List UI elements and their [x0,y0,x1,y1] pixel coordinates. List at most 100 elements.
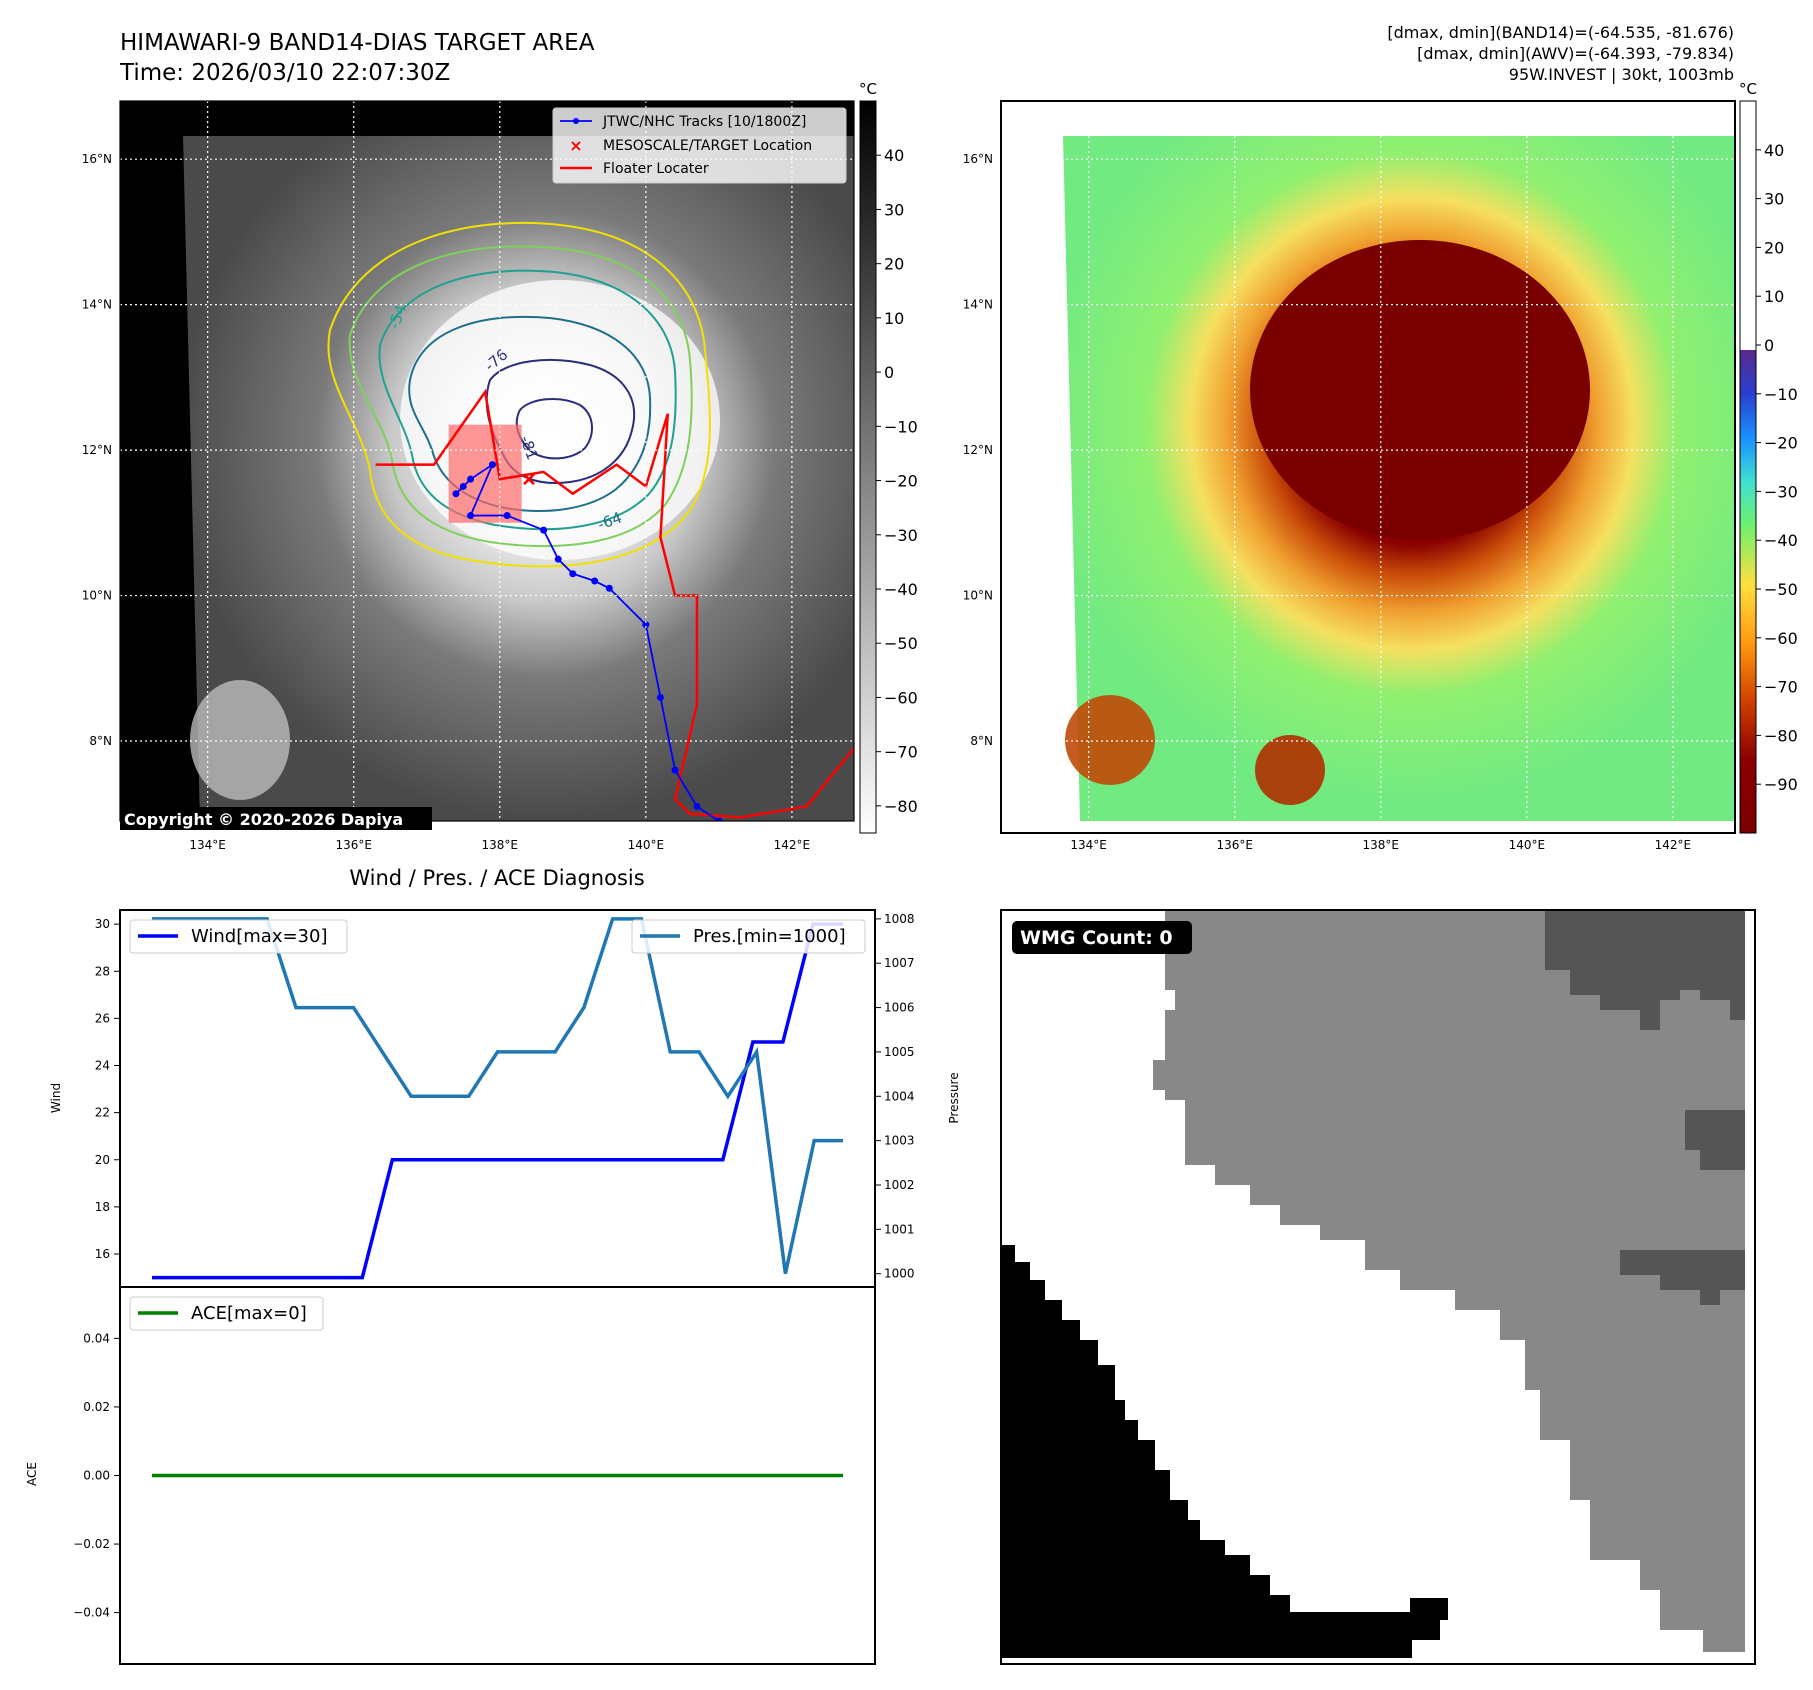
colorbar-tick-label: −30 [1764,482,1798,501]
colorbar-tick-label: −90 [1764,775,1798,794]
awv-colorbar-ticks: 40 30 20 10 0 −10 −20 −30 −40 −50 −60 −70 −80 −90 [1756,141,1798,794]
target-location-marker [523,473,535,486]
track-point [488,461,496,469]
wmg-gray-region [1153,910,1745,1652]
wind-tick-label: 24 [95,1059,110,1073]
pressure-tick-label: 1007 [884,956,915,970]
lon-tick-label: 136°E [335,838,372,852]
lon-tick-label: 134°E [189,838,226,852]
ace-tick-label: 0.02 [83,1400,110,1414]
pressure-tick-label: 1001 [884,1222,915,1236]
wind-tick-label: 22 [95,1106,110,1120]
colorbar-tick-label: 10 [884,309,904,328]
storm-info: 95W.INVEST | 30kt, 1003mb [1509,65,1734,84]
band14-colorbar: °C 40 30 20 10 0 −10 −20 −30 −40 −50 −60 −70 −80 [859,80,918,834]
band14-colorbar-unit: °C [859,80,877,98]
pressure-tick-label: 1002 [884,1178,915,1192]
awv-axis-labels: 134°E 136°E 138°E 140°E 142°E 16°N 14°N 12°N 10°… [963,152,1691,852]
track-point [569,570,577,578]
lat-tick-label: 14°N [82,298,112,312]
track-point [715,817,723,821]
track-point [503,512,511,520]
awv-colorbar: °C 40 30 20 10 0 −10 −20 −30 −40 −50 −60 −70 −80 −90 [1739,80,1798,834]
lat-tick-label: 12°N [82,443,112,457]
legend-floater-label: Floater Locater [603,161,709,177]
legend-target-label: MESOSCALE/TARGET Location [603,138,812,154]
track-point [642,621,650,629]
track-point [656,693,664,701]
figure-title: HIMAWARI-9 BAND14-DIAS TARGET AREA [120,30,595,56]
wind-tick-label: 20 [95,1153,110,1167]
track-point [467,512,475,520]
contour-yellow [327,222,711,568]
target-x-stroke [523,473,535,486]
floater-locater-line [375,388,854,819]
wmg-panel: WMG Count: 0 [1000,909,1756,1665]
lat-tick-label: 8°N [970,734,993,748]
figure-time: Time: 2026/03/10 22:07:30Z [119,60,450,86]
contour-teal [378,269,677,531]
ace-axis-label: ACE [25,1462,39,1486]
track-point [540,526,548,534]
colorbar-tick-label: −80 [884,797,918,816]
wind-axis-label: Wind [49,1083,63,1113]
colorbar-tick-label: 20 [1764,238,1784,257]
ir-map-panel: -54 -76 -81 -64 JTWC/NHC Tracks [10/1800… [82,100,855,852]
colorbar-tick-label: −30 [884,526,918,545]
lat-tick-label: 10°N [82,589,112,603]
colorbar-tick-label: −50 [884,634,918,653]
colorbar-tick-label: 40 [884,146,904,165]
pressure-axis-label: Pressure [947,1072,961,1123]
lon-tick-label: 142°E [1655,838,1692,852]
colorbar-tick-label: −20 [884,472,918,491]
cold-cloud-core [400,280,720,560]
pressure-tick-label: 1004 [884,1089,915,1103]
legend-track-dot [573,118,579,124]
pressure-tick-label: 1000 [884,1267,915,1281]
ir-legend: JTWC/NHC Tracks [10/1800Z] × MESOSCALE/T… [552,107,847,184]
wmg-count-label: WMG Count: 0 [1020,927,1173,949]
wmg-dark-region-3 [1620,1250,1745,1305]
wind-tick-label: 16 [95,1247,110,1261]
colorbar-tick-label: −40 [884,580,918,599]
lon-tick-label: 138°E [482,838,519,852]
lat-tick-label: 16°N [82,152,112,166]
ir-gridlines [120,101,854,821]
colorbar-tick-label: −40 [1764,531,1798,550]
lon-tick-label: 142°E [774,838,811,852]
awv-gridlines [1001,101,1735,821]
colorbar-tick-label: −20 [1764,434,1798,453]
lon-tick-label: 140°E [628,838,665,852]
ace-tick-label: 0.04 [83,1331,110,1345]
track-point [671,766,679,774]
colorbar-tick-label: −60 [884,688,918,707]
copyright-text: Copyright © 2020-2026 Dapiya [124,810,403,829]
pressure-tick-label: 1003 [884,1134,915,1148]
ace-chart: 0.04 0.02 0.00 −0.02 −0.04 ACE ACE[max=0] [25,1286,876,1665]
wind-tick-label: 26 [95,1011,110,1025]
colorbar-tick-label: 10 [1764,287,1784,306]
lat-tick-label: 8°N [89,734,112,748]
awv-map-frame [1000,100,1736,834]
colorbar-tick-label: −70 [1764,678,1798,697]
stats-awv: [dmax, dmin](AWV)=(-64.393, -79.834) [1417,44,1734,63]
diagnosis-title: Wind / Pres. / ACE Diagnosis [349,866,644,890]
track-point [554,555,562,563]
colorbar-tick-label: 0 [1764,336,1774,355]
pressure-tick-label: 1008 [884,912,915,926]
small-cloud-cluster [190,680,290,800]
wmg-dark-region-2 [1685,1110,1745,1170]
ace-tick-label: 0.00 [83,1469,110,1483]
legend-target-swatch: × [569,136,582,155]
track-point [591,577,599,585]
lon-tick-label: 140°E [1509,838,1546,852]
band14-colorbar-ticks: 40 30 20 10 0 −10 −20 −30 −40 −50 −60 −70 −80 [876,146,918,816]
wind-legend-label: Wind[max=30] [191,926,328,947]
colorbar-tick-label: 20 [884,255,904,274]
track-point [452,490,460,498]
ir-map-frame [119,100,855,822]
contour-navy-inner [515,398,593,460]
colorbar-tick-label: 30 [884,200,904,219]
